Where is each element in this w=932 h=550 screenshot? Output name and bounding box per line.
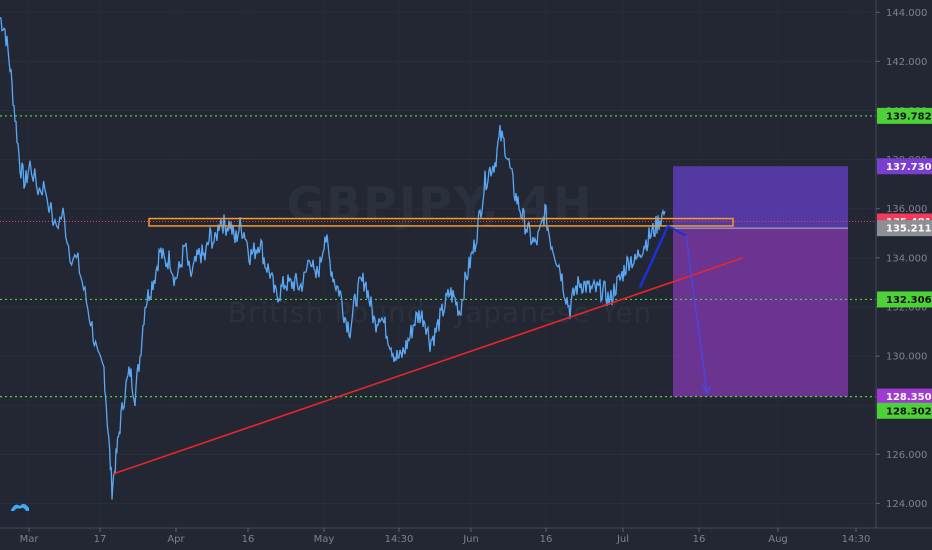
x-tick-label: 16 <box>540 534 553 545</box>
tradingview-logo-icon[interactable] <box>11 503 29 511</box>
x-tick-label: 14:30 <box>842 534 871 545</box>
target-badge-label: 137.730 <box>886 162 932 173</box>
price-badges: 137.730135.481135.211139.782132.306128.3… <box>877 107 932 419</box>
y-tick-label: 142.000 <box>886 57 927 68</box>
x-tick-label: 16 <box>693 534 706 545</box>
stop-loss-zone[interactable] <box>673 166 848 229</box>
time-axis-ticks: Mar 17 Apr 16 May 14:30 Jun 16 Jul 16 Aug 14:30 <box>20 528 871 545</box>
down-arrowhead <box>701 384 712 395</box>
x-tick-label: 14:30 <box>385 534 414 545</box>
resistance-zone-rectangle[interactable] <box>148 217 734 227</box>
price-series-line <box>0 16 666 500</box>
projection-arrows <box>638 225 712 395</box>
level-badge-128-350[interactable]: 128.350 <box>877 388 932 405</box>
x-tick-label: 16 <box>242 534 255 545</box>
entry-badge-label: 135.211 <box>886 224 932 235</box>
y-tick-label: 132.000 <box>886 302 927 313</box>
y-tick-label: 130.000 <box>886 352 927 363</box>
level-badge-132[interactable]: 132.306 <box>877 291 932 308</box>
reversal-projection-arrow <box>667 225 687 237</box>
up-projection-arrow <box>638 225 670 288</box>
level-badge-132-label: 132.306 <box>886 295 932 306</box>
level-badge-139[interactable]: 139.782 <box>877 107 932 124</box>
x-tick-label: May <box>314 534 335 545</box>
y-tick-label: 136.000 <box>886 204 927 215</box>
x-tick-label: Aug <box>768 534 788 545</box>
x-tick-label: Apr <box>167 534 185 545</box>
y-tick-label: 144.000 <box>886 8 927 19</box>
level-badge-139-label: 139.782 <box>886 111 932 122</box>
y-tick-label: 126.000 <box>886 450 927 461</box>
level-badge-128-302-label: 128.302 <box>886 406 932 417</box>
x-tick-label: 17 <box>94 534 107 545</box>
down-projection-arrow <box>685 235 708 394</box>
horizontal-levels <box>0 115 876 398</box>
x-tick-label: Mar <box>20 534 40 545</box>
level-badge-128-302[interactable]: 128.302 <box>877 402 932 419</box>
y-tick-label: 124.000 <box>886 499 927 510</box>
ascending-trendline[interactable] <box>112 257 744 475</box>
price-axis-background[interactable] <box>876 0 932 528</box>
level-badge-128-350-label: 128.350 <box>886 392 932 403</box>
take-profit-zone[interactable] <box>673 228 848 397</box>
target-badge[interactable]: 137.730 <box>877 158 932 175</box>
symbol-watermark: GBPJPY, 4H <box>286 177 593 231</box>
x-tick-label: Jul <box>616 534 629 545</box>
x-tick-label: Jun <box>462 534 479 545</box>
y-tick-label: 134.000 <box>886 253 927 264</box>
entry-badge[interactable]: 135.211 <box>877 220 932 237</box>
